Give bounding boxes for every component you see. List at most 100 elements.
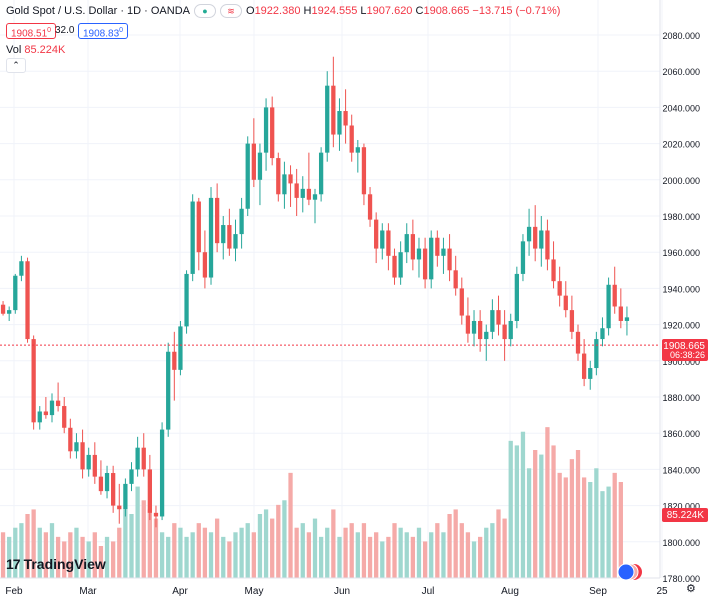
candle-body	[123, 483, 128, 510]
candle-body	[306, 188, 312, 200]
volume-bar	[410, 536, 416, 578]
candle	[117, 483, 122, 524]
price-tick-label: 1920.000	[662, 321, 700, 331]
candle	[465, 297, 471, 343]
candle	[557, 266, 562, 307]
volume-bar	[49, 523, 55, 578]
candle-body	[227, 225, 232, 249]
volume-bar	[508, 440, 513, 578]
candle-body	[98, 476, 104, 492]
buy-price-button[interactable]: 1908.830	[78, 23, 129, 39]
volume-bar	[55, 536, 61, 578]
data-delay-icon[interactable]: ≋	[220, 4, 242, 18]
volume-bar	[62, 541, 67, 578]
volume-bar	[306, 532, 312, 578]
candle	[0, 301, 6, 316]
candle	[416, 237, 422, 278]
volume-bar	[159, 532, 165, 578]
volume-bar	[202, 527, 208, 578]
volume-bar	[147, 509, 152, 578]
volume-bar	[208, 532, 214, 578]
volume-bar	[129, 514, 134, 578]
candle	[563, 281, 568, 318]
volume-bar	[80, 536, 85, 578]
volume-bar	[435, 523, 440, 578]
tradingview-logo[interactable]: 17 TradingView	[6, 556, 106, 572]
candle-body	[276, 158, 281, 195]
volume-bar	[588, 482, 593, 578]
candle-body	[618, 306, 623, 321]
candle	[43, 397, 49, 419]
collapse-legend-icon[interactable]: ⌃	[6, 58, 26, 73]
candle-body	[422, 248, 428, 280]
tradingview-name: TradingView	[23, 556, 106, 572]
candle	[612, 266, 617, 314]
candle-body	[159, 429, 165, 517]
candle	[214, 183, 220, 253]
candle-body	[80, 442, 85, 470]
volume-bar	[178, 527, 183, 578]
price-tick-label: 1860.000	[662, 429, 700, 439]
candle-body	[545, 230, 550, 260]
candle-body	[331, 85, 336, 135]
candle	[318, 147, 324, 202]
volume-bar	[25, 514, 30, 578]
time-tick-label: May	[245, 586, 264, 597]
price-tick-label: 2040.000	[662, 103, 700, 113]
candle-body	[43, 411, 49, 416]
candle-body	[166, 351, 171, 430]
volume-bar	[606, 486, 611, 578]
time-scale-labels: Feb Mar Apr May Jun Jul Aug Sep 25	[5, 586, 668, 597]
candle-body	[74, 442, 79, 452]
volume-bar	[92, 532, 97, 578]
volume-bar	[233, 532, 238, 578]
candle	[147, 454, 152, 521]
symbol-title[interactable]: Gold Spot / U.S. Dollar · 1D · OANDA	[6, 5, 190, 17]
us-flag-icon[interactable]	[617, 563, 642, 581]
volume-bar	[111, 541, 116, 578]
ohlc-values: O1922.380 H1924.555 L1907.620 C1908.665 …	[246, 5, 561, 17]
candle-body	[416, 248, 422, 260]
volume-bar	[214, 518, 220, 578]
candle-body	[104, 473, 110, 492]
market-open-icon[interactable]: ●	[194, 4, 216, 18]
price-tick-label: 1960.000	[662, 248, 700, 258]
candle-body	[575, 331, 581, 354]
candle	[251, 118, 256, 188]
candle-body	[606, 284, 611, 329]
volume-bar	[184, 536, 189, 578]
candle	[227, 208, 232, 256]
volume-bar	[288, 472, 293, 578]
volume-bar	[196, 523, 201, 578]
last-price-value: 1908.665	[663, 341, 705, 352]
candle	[539, 216, 544, 267]
last-price-badge: 1908.665 06:38:26	[662, 339, 708, 361]
volume-bar	[484, 527, 489, 578]
candle	[545, 219, 550, 271]
volume-bar	[526, 468, 532, 578]
candle-body	[386, 230, 391, 256]
candle-body	[31, 339, 36, 423]
candle	[178, 320, 183, 376]
candle	[202, 230, 208, 289]
volume-bar	[153, 518, 159, 578]
candle	[184, 270, 189, 334]
candle	[62, 397, 67, 434]
sell-price-button[interactable]: 1908.510	[6, 23, 57, 39]
volume-bar	[575, 450, 581, 578]
candle-body	[508, 320, 513, 340]
volume-bar	[325, 527, 330, 578]
volume-bar	[37, 527, 42, 578]
time-tick-label: Sep	[589, 586, 607, 597]
candle-body	[245, 143, 250, 209]
volume-bar	[416, 527, 422, 578]
candle	[172, 331, 177, 401]
volume-bar	[398, 527, 403, 578]
candle	[551, 241, 556, 289]
candle-body	[533, 226, 538, 249]
candle-body	[624, 317, 630, 321]
settings-icon[interactable]: ⚙	[686, 583, 696, 595]
candle-body	[117, 505, 122, 510]
candle-body	[484, 331, 489, 340]
